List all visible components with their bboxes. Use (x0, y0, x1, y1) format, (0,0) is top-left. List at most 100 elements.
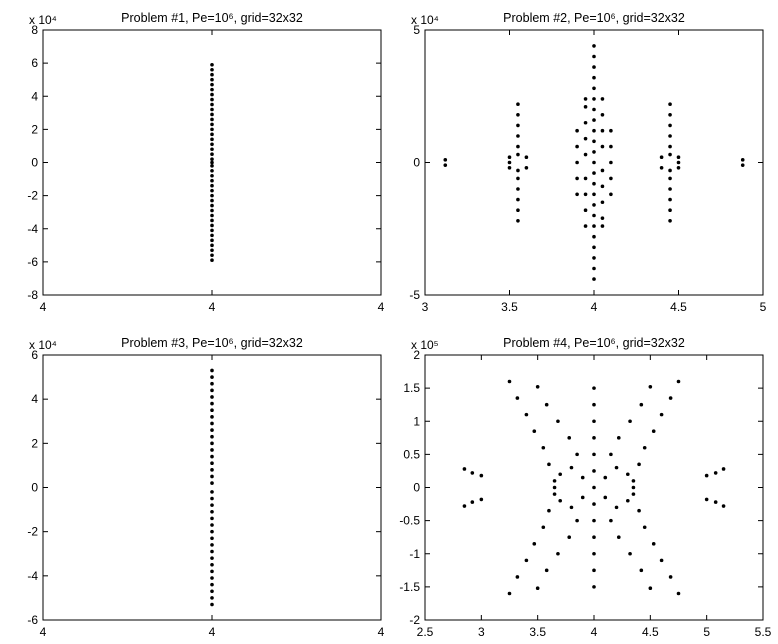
point (547, 508, 551, 513)
point (210, 198, 214, 203)
point (592, 171, 596, 175)
point (583, 192, 588, 197)
y-tick-label: 2 (31, 436, 38, 450)
point (210, 92, 214, 97)
point (614, 465, 619, 470)
point (592, 266, 596, 271)
point (668, 575, 673, 579)
point (516, 176, 520, 181)
x-tick-label: 3 (422, 300, 429, 314)
point (210, 596, 214, 600)
y-tick-label: 4 (31, 392, 38, 406)
point (592, 97, 596, 101)
point (532, 429, 537, 433)
point (583, 224, 588, 228)
point (567, 535, 572, 539)
point (583, 152, 588, 157)
point (600, 216, 605, 220)
point (210, 543, 214, 547)
point (210, 569, 214, 574)
chart-title: Problem #2, Pe=10⁶, grid=32x32 (503, 11, 685, 25)
point (628, 419, 632, 424)
point (462, 467, 467, 471)
point (609, 176, 613, 181)
point (210, 233, 214, 238)
point (210, 82, 214, 87)
point (592, 518, 596, 523)
point (668, 197, 672, 202)
point (556, 551, 560, 556)
point (210, 523, 214, 527)
point (462, 504, 467, 508)
point (210, 448, 214, 452)
point (210, 474, 214, 479)
point (547, 462, 551, 467)
point (676, 160, 681, 165)
point (558, 498, 562, 503)
point (210, 461, 214, 466)
point (583, 136, 588, 141)
point (637, 508, 641, 513)
point (210, 536, 214, 541)
point (556, 419, 560, 424)
point (600, 200, 605, 205)
point (544, 402, 549, 407)
point (210, 62, 214, 67)
axis-multiplier: x 10⁴ (29, 338, 57, 352)
point (210, 67, 214, 72)
point (210, 102, 214, 107)
point (575, 144, 579, 149)
point (524, 166, 529, 170)
point (210, 434, 214, 439)
point (575, 518, 579, 523)
x-tick-label: 4 (591, 625, 598, 639)
point (740, 158, 745, 162)
point (580, 475, 585, 480)
point (592, 386, 596, 390)
point (210, 481, 214, 485)
point (470, 471, 475, 475)
point (558, 472, 562, 477)
y-tick-label: 2 (413, 348, 420, 362)
point (704, 497, 709, 502)
x-tick-label: 5 (703, 625, 710, 639)
point (592, 535, 596, 539)
point (592, 245, 596, 250)
point (210, 132, 214, 137)
point (210, 421, 214, 426)
x-tick-label: 4.5 (670, 300, 687, 314)
point (575, 176, 579, 181)
point (639, 568, 644, 573)
x-tick-label: 4.5 (642, 625, 659, 639)
point (210, 208, 214, 213)
point (592, 485, 596, 490)
point (210, 248, 214, 253)
y-tick-label: -4 (27, 569, 38, 583)
point (668, 168, 672, 173)
point (443, 158, 448, 162)
point (516, 187, 520, 191)
point (676, 379, 681, 384)
point (668, 176, 672, 181)
point (210, 401, 214, 406)
y-tick-label: 8 (31, 23, 38, 37)
point (592, 419, 596, 424)
point (541, 445, 546, 450)
point (210, 173, 214, 178)
point (210, 496, 214, 501)
point (659, 412, 664, 417)
point (609, 160, 613, 165)
point (210, 395, 214, 399)
point (210, 503, 214, 507)
point (210, 97, 214, 102)
y-tick-label: 1 (413, 414, 420, 428)
point (535, 385, 540, 389)
point (592, 452, 596, 457)
point (507, 379, 512, 384)
y-tick-label: -6 (27, 613, 38, 627)
point (704, 473, 709, 478)
point (676, 155, 681, 159)
x-tick-label: 4 (209, 625, 216, 639)
point (592, 502, 596, 506)
point (668, 144, 672, 149)
